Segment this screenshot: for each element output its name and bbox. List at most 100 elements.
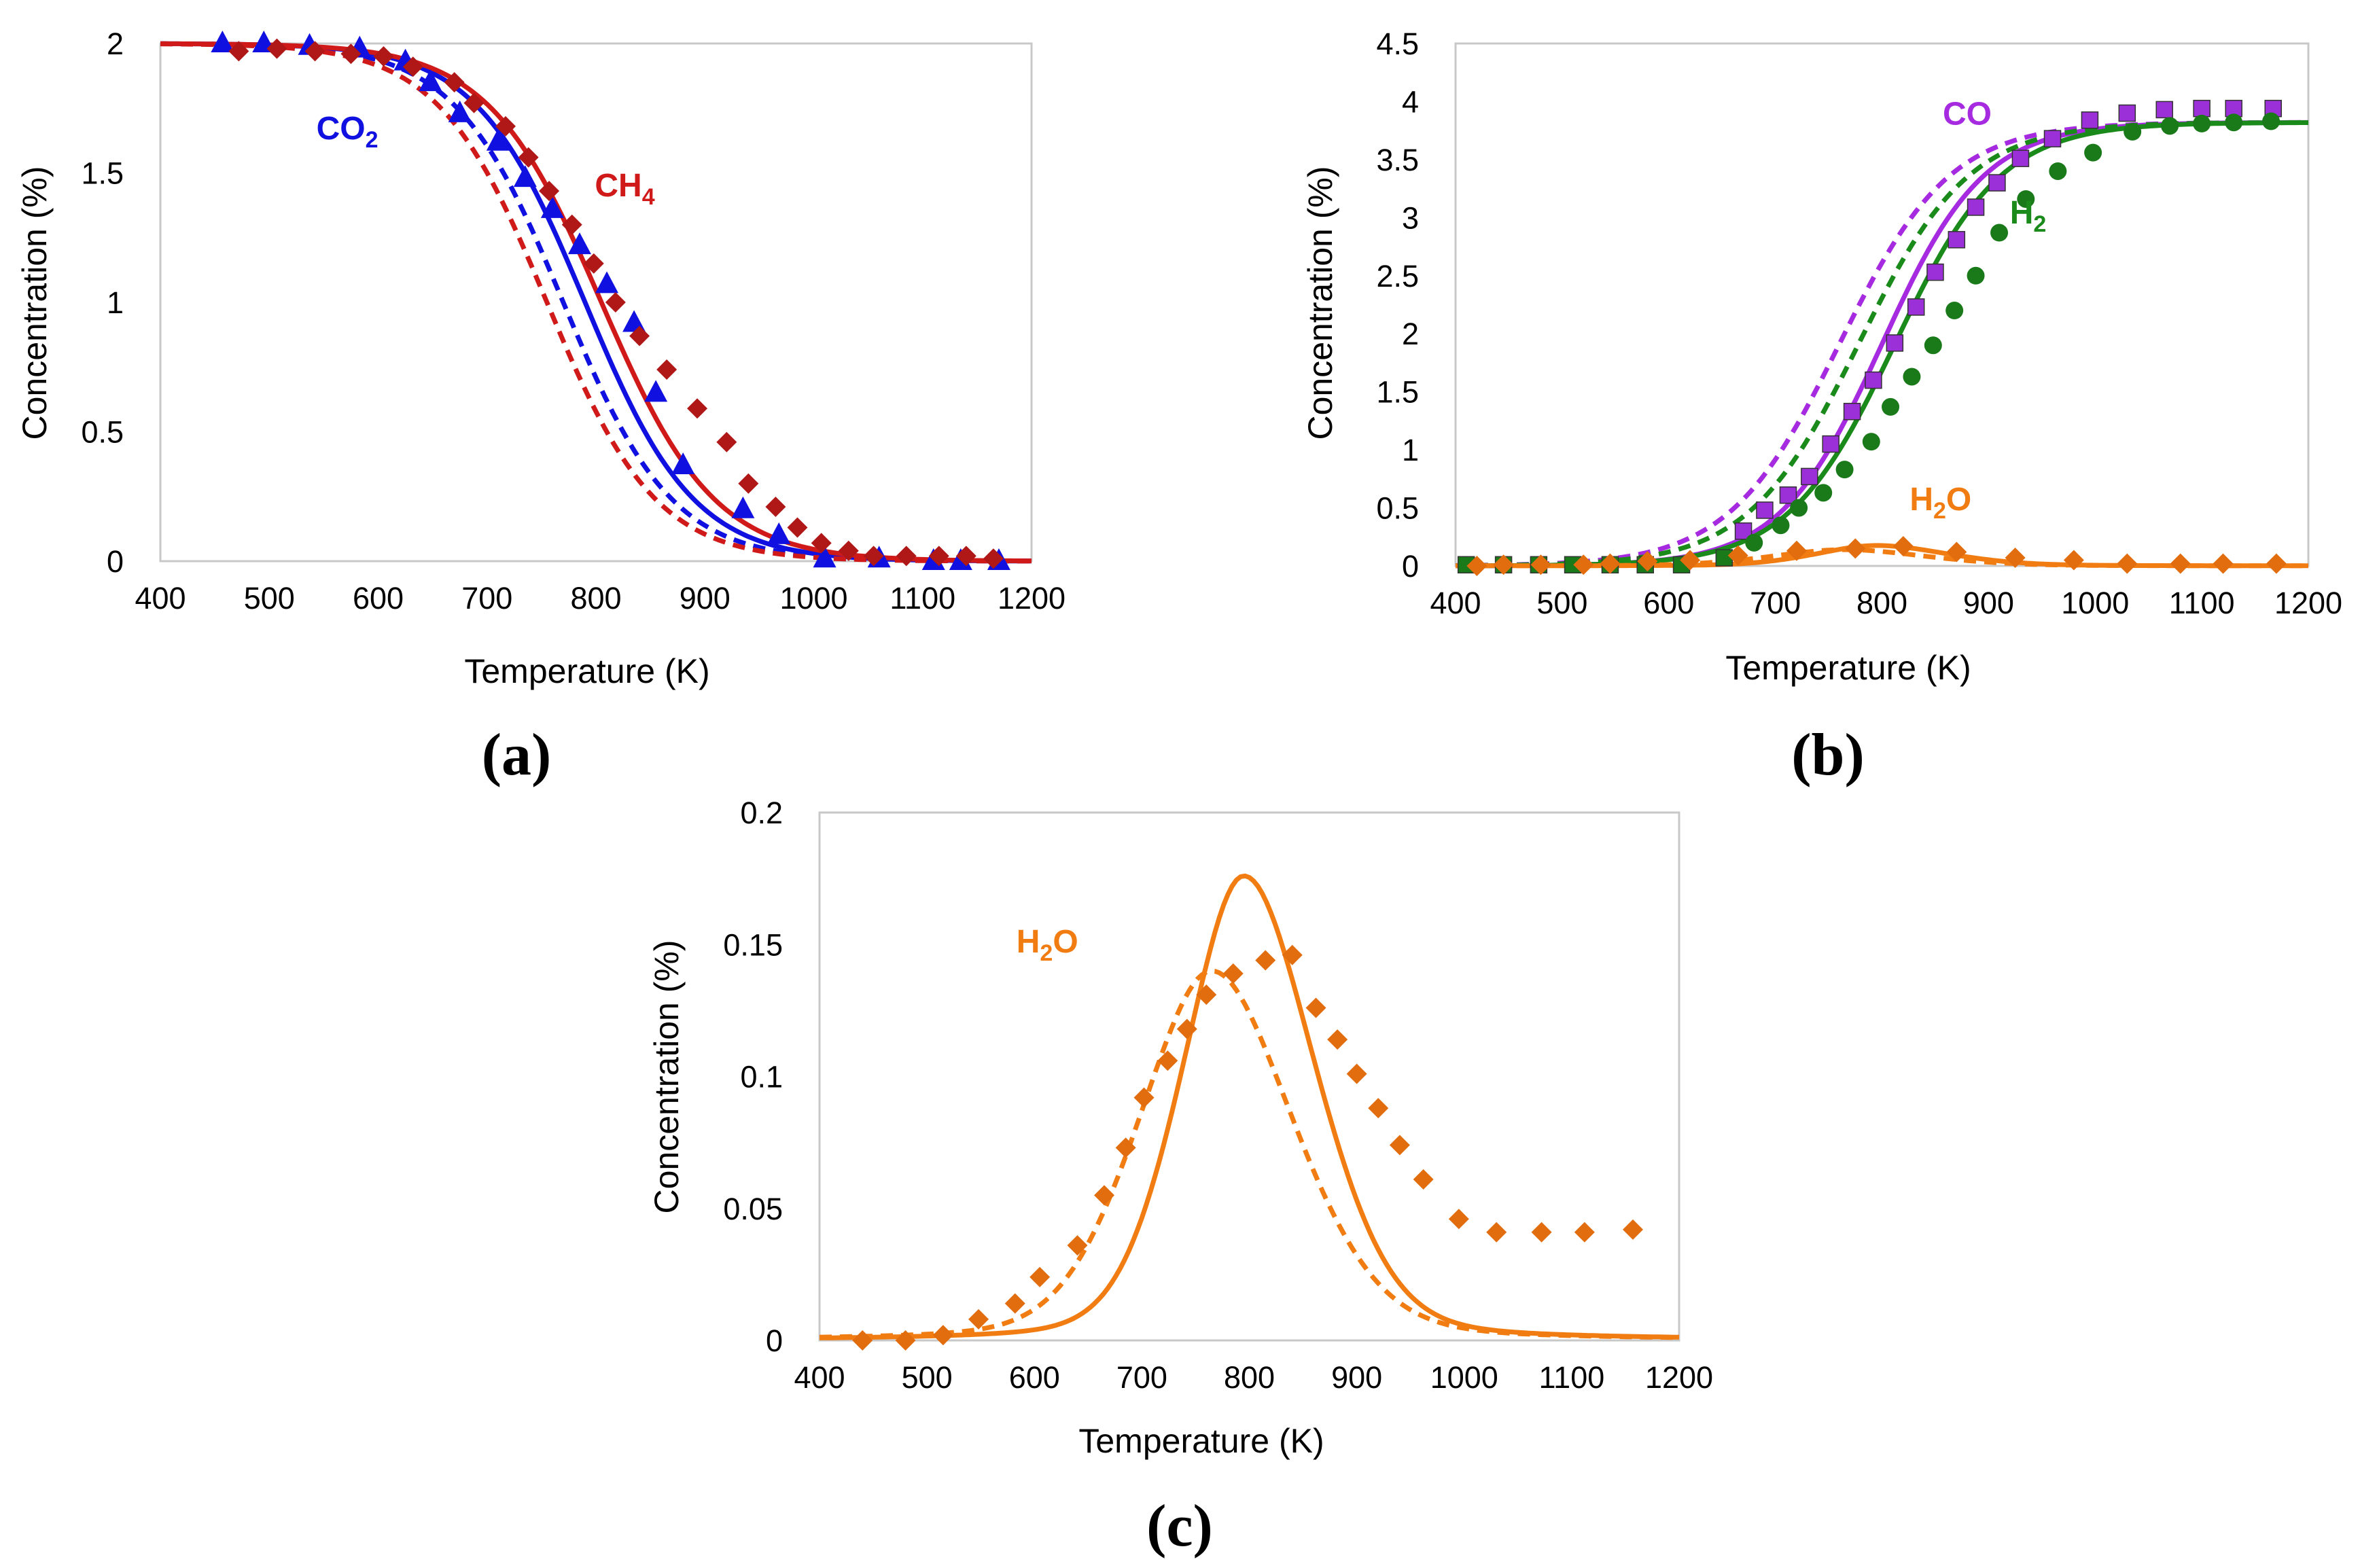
panel-c-x-tick-label: 900 xyxy=(1331,1360,1382,1395)
panel-c-data-point xyxy=(1531,1222,1552,1243)
panel-b-x-tick-label: 700 xyxy=(1750,586,1801,620)
panel-b-data-point xyxy=(1745,533,1763,552)
panel-b-data-point xyxy=(1772,516,1790,535)
panel-c-data-point xyxy=(1157,1050,1178,1071)
panel-c-data-point xyxy=(1346,1063,1367,1084)
panel-a-data-point xyxy=(373,46,394,67)
panel-b-data-point xyxy=(1967,266,1985,285)
panel-b-data-point xyxy=(1948,231,1966,249)
panel-a-data-point xyxy=(955,546,976,567)
panel-c-data-point xyxy=(1413,1169,1434,1190)
panel-c-x-tick-label: 400 xyxy=(794,1360,845,1395)
panel-b-data-point xyxy=(1845,538,1866,559)
panel-a-y-tick-label: 1.5 xyxy=(81,156,124,191)
panel-b-x-tick-label: 600 xyxy=(1643,586,1694,620)
panel-b-series-label: H2 xyxy=(2010,195,2047,237)
panel-b-data-point xyxy=(1886,334,1904,352)
panel-a-data-point xyxy=(813,546,836,568)
panel-a-data-point xyxy=(644,380,668,402)
panel-b-model-curve xyxy=(1455,120,2309,568)
panel-b-data-point xyxy=(2011,149,2030,167)
panel-c-data-point xyxy=(1327,1029,1348,1050)
panel-b-data-point xyxy=(1530,554,1551,575)
panel-a-data-point xyxy=(983,548,1004,569)
panel-b-data-point xyxy=(1865,371,1882,389)
panel-b-label: (b) xyxy=(1791,722,1865,788)
panel-b-data-point xyxy=(1493,554,1514,575)
panel-c-y-tick-label: 0.1 xyxy=(740,1060,783,1094)
panel-c-y-axis-label: Concentration (%) xyxy=(648,940,686,1214)
panel-a-series-label: CH4 xyxy=(595,168,654,210)
panel-c-chart: 400 500 600 700 800 900 1000 1100 1200 0 0.05 0.1 0… xyxy=(648,796,1713,1559)
panel-b-y-tick-label: 2.5 xyxy=(1376,259,1419,293)
panel-a-label: (a) xyxy=(482,722,552,788)
panel-a-model-curve xyxy=(160,41,1032,564)
panel-a-data-point xyxy=(765,496,786,517)
panel-a-x-tick-label: 400 xyxy=(135,581,186,616)
panel-a-y-tick-label: 0.5 xyxy=(81,415,124,450)
panel-c-data-point xyxy=(1094,1185,1115,1206)
panel-c-model-curve xyxy=(819,968,1680,1340)
panel-a-x-tick-label: 700 xyxy=(461,581,512,616)
panel-b-data-point xyxy=(1967,198,1985,216)
panel-b-data-point xyxy=(1756,501,1774,519)
panel-a-data-point xyxy=(266,38,287,59)
panel-b-data-point xyxy=(1988,174,2006,192)
panel-b-y-tick-label: 2 xyxy=(1402,317,1419,351)
panel-b-data-point xyxy=(2155,101,2173,119)
panel-c-data-point xyxy=(1368,1098,1389,1119)
panel-b-data-point xyxy=(1801,467,1818,486)
panel-b-y-tick-label: 4 xyxy=(1402,84,1419,119)
panel-c-x-tick-label: 1100 xyxy=(1538,1360,1604,1395)
panel-b-series-label: H2O xyxy=(1909,482,1971,524)
panel-b-data-point xyxy=(1680,550,1701,571)
panel-a-y-tick-label: 0 xyxy=(107,544,124,579)
panel-c-x-tick-label: 500 xyxy=(902,1360,953,1395)
panel-b-chart: 400 500 600 700 800 900 1000 1100 1200 0 0.5 1 1.5 2… xyxy=(1301,26,2342,788)
panel-b-x-axis-label: Temperature (K) xyxy=(1725,649,1971,687)
panel-b-y-tick-label: 1.5 xyxy=(1376,375,1419,410)
panel-c-data-point xyxy=(1115,1137,1136,1158)
panel-b-data-point xyxy=(2043,130,2062,147)
panel-c-data-point xyxy=(968,1308,989,1330)
panel-b-plot-area xyxy=(1454,42,2310,567)
panel-a-data-point xyxy=(811,533,832,554)
panel-b-data-point xyxy=(2084,143,2102,162)
panel-b-data-point xyxy=(2262,112,2280,130)
panel-b-model-curve xyxy=(1456,120,2308,568)
panel-a-x-tick-label: 1200 xyxy=(998,581,1065,616)
panel-b-y-tick-label: 3 xyxy=(1402,200,1419,235)
panel-a-data-point xyxy=(567,232,591,255)
panel-a-model-curve xyxy=(160,41,1032,564)
panel-a-data-point xyxy=(539,181,560,202)
panel-a-data-point xyxy=(486,128,510,151)
panel-a-data-point xyxy=(787,517,808,538)
panel-a-x-tick-label: 900 xyxy=(680,581,730,616)
panel-c-label: (c) xyxy=(1146,1493,1213,1559)
panel-c-data-point xyxy=(1029,1266,1051,1287)
panel-b-data-point xyxy=(1637,551,1658,572)
panel-b-model-curve xyxy=(1456,120,2308,569)
panel-b-y-tick-label: 1 xyxy=(1402,433,1419,467)
panel-a-data-point xyxy=(656,359,677,380)
panel-a-plot-area xyxy=(159,42,1033,563)
panel-c-x-tick-label: 1000 xyxy=(1430,1360,1498,1395)
panel-c-data-point xyxy=(1305,997,1326,1018)
panel-c-data-point xyxy=(1067,1235,1088,1256)
panel-a-data-point xyxy=(671,452,695,475)
panel-b-x-tick-label: 500 xyxy=(1536,586,1587,620)
panel-c-data-point xyxy=(1176,1018,1197,1039)
panel-b-data-point xyxy=(2081,111,2099,129)
panel-c-y-tick-label: 0.2 xyxy=(740,796,783,830)
panel-b-data-point xyxy=(2017,190,2035,208)
panel-c-model-curve xyxy=(819,873,1680,1340)
panel-a-data-point xyxy=(561,214,582,235)
panel-b-y-tick-label: 3.5 xyxy=(1376,143,1419,177)
panel-b-y-tick-label: 4.5 xyxy=(1376,26,1419,61)
panel-a-x-tick-label: 800 xyxy=(570,581,621,616)
panel-c-plot-area xyxy=(818,811,1680,1342)
panel-a-data-point xyxy=(419,69,442,92)
panel-a-data-point xyxy=(304,41,325,62)
panel-b-data-point xyxy=(1822,435,1839,453)
panel-b-data-point xyxy=(1882,397,1900,416)
